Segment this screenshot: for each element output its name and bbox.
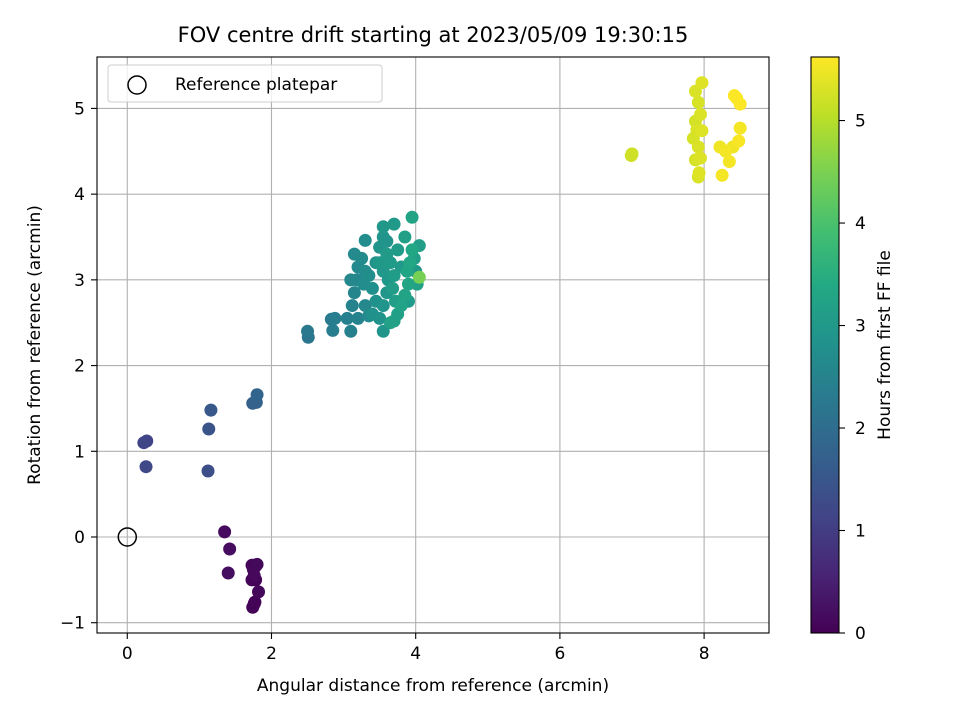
data-point-2 [248, 595, 262, 609]
x-axis-ticks: 0 2 4 6 8 [122, 633, 710, 664]
data-point-19 [204, 403, 218, 417]
data-point-18 [202, 422, 216, 436]
data-point-82 [405, 243, 419, 257]
data-point-16 [139, 460, 153, 474]
y-tick-label-4: 3 [74, 271, 85, 291]
data-point-79 [401, 277, 415, 291]
data-point-94 [694, 107, 708, 121]
data-point-60 [387, 217, 401, 231]
grid [97, 57, 769, 633]
y-tick-label-6: 5 [74, 99, 85, 119]
y-axis-ticks: −1 0 1 2 3 4 5 [60, 99, 97, 634]
colorbar-label: Hours from first FF file [875, 250, 895, 440]
colorbar-tick-label-2: 2 [855, 419, 866, 439]
y-tick-label-5: 4 [74, 185, 85, 205]
data-point-44 [365, 281, 379, 295]
data-point-81 [403, 256, 417, 270]
legend-box [107, 64, 383, 103]
data-point-63 [383, 256, 397, 270]
colorbar-gradient [811, 57, 839, 633]
data-point-22 [250, 388, 264, 402]
data-point-85 [624, 149, 638, 163]
colorbar-frame [810, 56, 840, 634]
y-tick-label-0: −1 [60, 614, 85, 634]
colorbar-ticks: 0 1 2 3 4 5 [839, 112, 866, 644]
data-point-50 [376, 324, 390, 338]
data-point-92 [691, 140, 705, 154]
data-point-30 [345, 299, 359, 313]
data-point-104 [733, 121, 747, 135]
x-axis-label: Angular distance from reference (arcmin) [257, 676, 609, 696]
data-point-41 [358, 233, 372, 247]
x-tick-label-4: 8 [699, 644, 710, 664]
data-point-10 [250, 557, 264, 571]
colorbar-tick-label-3: 3 [855, 317, 866, 337]
data-point-13 [221, 566, 235, 580]
data-points [137, 76, 747, 614]
legend-marker [127, 75, 147, 95]
plot-frame [96, 56, 770, 634]
data-point-32 [347, 286, 361, 300]
data-point-76 [394, 299, 408, 313]
chart-title: FOV centre drift starting at 2023/05/09 … [178, 23, 689, 47]
data-point-53 [376, 230, 390, 244]
y-tick-label-3: 2 [74, 357, 85, 377]
colorbar-tick-label-4: 4 [855, 214, 866, 234]
x-tick-label-0: 0 [122, 644, 133, 664]
colorbar-tick-label-0: 0 [855, 624, 866, 644]
data-point-95 [694, 151, 708, 165]
data-point-102 [715, 168, 729, 182]
data-point-39 [355, 251, 369, 265]
data-point-105 [732, 134, 746, 148]
colorbar: 0 1 2 3 4 5 Hours from first FF file [810, 56, 895, 644]
data-point-24 [301, 324, 315, 338]
x-tick-label-1: 2 [266, 644, 277, 664]
data-point-31 [351, 311, 365, 325]
data-point-103 [722, 155, 736, 169]
data-point-72 [398, 230, 412, 244]
data-point-56 [376, 220, 390, 234]
data-point-15 [137, 436, 151, 450]
legend-entry-reference-platepar: Reference platepar [175, 75, 337, 95]
colorbar-tick-label-5: 5 [855, 112, 866, 132]
data-point-108 [733, 97, 747, 111]
data-point-43 [362, 269, 376, 283]
colorbar-tick-label-1: 1 [855, 522, 866, 542]
data-point-11 [218, 525, 232, 539]
data-point-98 [692, 166, 706, 180]
reference-platepar-marker [117, 527, 138, 547]
data-point-29 [344, 324, 358, 338]
y-tick-label-2: 1 [74, 442, 85, 462]
data-point-48 [373, 311, 387, 325]
data-point-26 [326, 323, 340, 337]
data-point-9 [247, 569, 261, 583]
data-point-34 [344, 273, 358, 287]
y-axis-label: Rotation from reference (arcmin) [25, 205, 45, 485]
data-point-87 [691, 95, 705, 109]
data-point-6 [252, 585, 266, 599]
data-point-58 [373, 256, 387, 270]
data-point-77 [398, 288, 412, 302]
data-point-27 [328, 311, 342, 325]
data-point-17 [201, 464, 215, 478]
data-point-52 [376, 299, 390, 313]
data-point-74 [383, 316, 397, 330]
data-point-97 [695, 76, 709, 90]
x-tick-label-2: 4 [410, 644, 421, 664]
legend: Reference platepar [107, 64, 383, 103]
data-point-28 [340, 311, 354, 325]
data-point-67 [386, 281, 400, 295]
data-point-96 [695, 124, 709, 138]
data-point-101 [719, 144, 733, 158]
data-point-83 [412, 270, 426, 284]
y-tick-label-1: 0 [74, 528, 85, 548]
data-point-12 [223, 542, 237, 556]
data-point-65 [391, 243, 405, 257]
x-tick-label-3: 6 [554, 644, 565, 664]
data-point-66 [387, 269, 401, 283]
data-point-78 [405, 210, 419, 224]
data-point-35 [358, 299, 372, 313]
